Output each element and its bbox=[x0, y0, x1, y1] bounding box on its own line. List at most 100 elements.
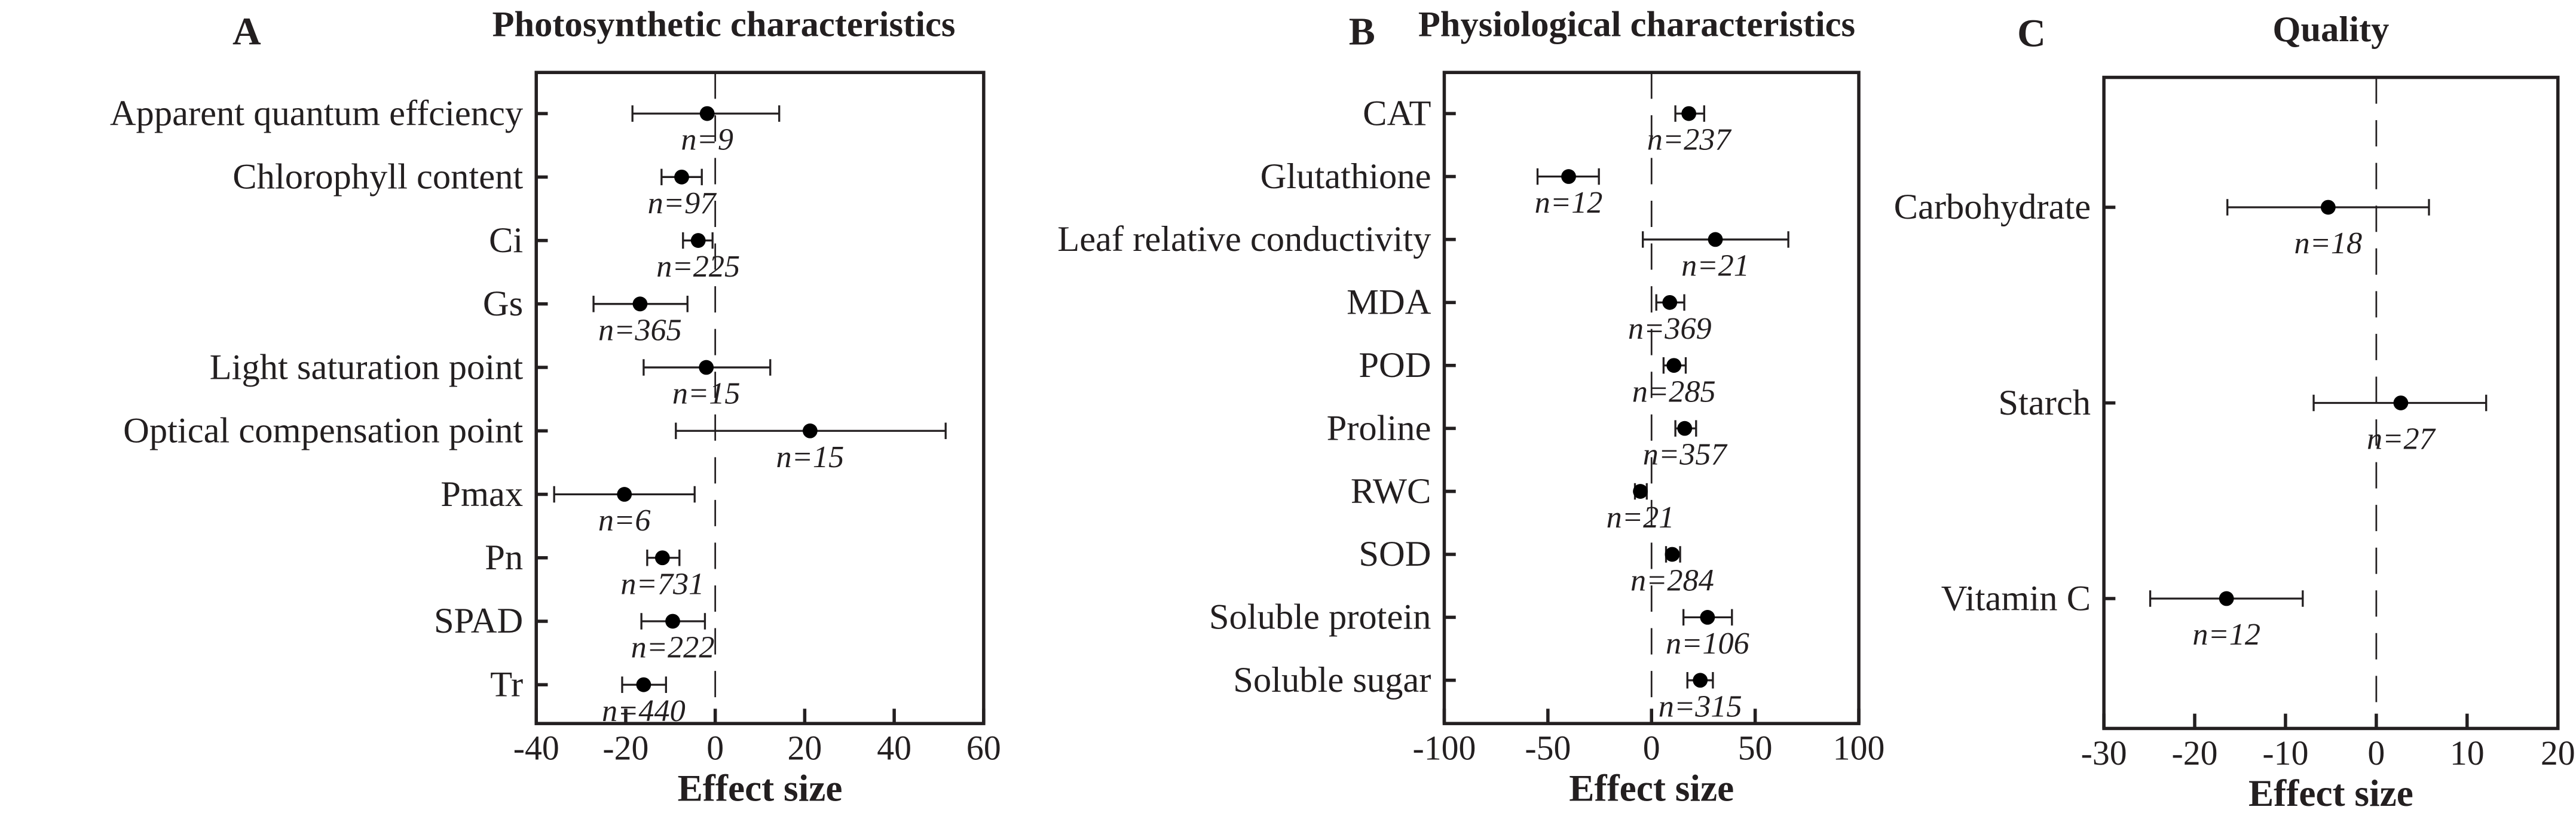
forest-row: Vitamin C n=12 bbox=[1941, 578, 2304, 652]
panel-A: A Photosynthetic characteristics -40 -20 0 20… bbox=[110, 5, 1001, 809]
effect-point bbox=[1662, 295, 1678, 310]
category-label: Vitamin C bbox=[1941, 578, 2091, 618]
sample-size-label: n=21 bbox=[1681, 248, 1749, 283]
x-axis-label: Effect size bbox=[1569, 768, 1734, 809]
forest-row: Tr n=440 bbox=[490, 664, 686, 728]
panel-letter: B bbox=[1349, 10, 1375, 54]
x-tick-label: 20 bbox=[2541, 734, 2575, 772]
panel-title: Photosynthetic characteristics bbox=[492, 5, 956, 45]
sample-size-label: n=222 bbox=[631, 630, 715, 665]
sample-size-label: n=357 bbox=[1643, 437, 1728, 472]
sample-size-label: n=365 bbox=[598, 312, 682, 347]
sample-size-label: n=440 bbox=[602, 694, 686, 728]
effect-point bbox=[1561, 169, 1576, 184]
panel-letter: C bbox=[2017, 11, 2046, 55]
forest-row: RWC n=21 bbox=[1351, 471, 1674, 535]
effect-point bbox=[617, 487, 632, 502]
category-label: Starch bbox=[1998, 383, 2091, 423]
forest-row: Proline n=357 bbox=[1327, 408, 1728, 471]
effect-point bbox=[802, 423, 818, 438]
effect-point bbox=[2393, 395, 2409, 410]
effect-point bbox=[1666, 358, 1682, 373]
effect-point bbox=[1693, 673, 1708, 688]
category-label: SPAD bbox=[434, 601, 523, 641]
sample-size-label: n=285 bbox=[1632, 374, 1716, 409]
effect-point bbox=[632, 296, 648, 312]
category-label: Chlorophyll content bbox=[232, 157, 523, 197]
sample-size-label: n=6 bbox=[598, 503, 651, 538]
x-tick-label: -10 bbox=[2262, 734, 2308, 772]
panel-title: Physiological characteristics bbox=[1418, 5, 1855, 45]
sample-size-label: n=12 bbox=[2192, 617, 2260, 652]
effect-point bbox=[1633, 484, 1648, 499]
plot-frame bbox=[534, 70, 986, 725]
sample-size-label: n=284 bbox=[1630, 563, 1714, 598]
effect-point bbox=[2320, 200, 2336, 215]
sample-size-label: n=9 bbox=[681, 122, 733, 157]
forest-row: Optical compensation point n=15 bbox=[123, 411, 947, 474]
effect-point bbox=[2219, 591, 2234, 606]
sample-size-label: n=15 bbox=[776, 440, 845, 474]
effect-point bbox=[699, 106, 715, 121]
effect-point bbox=[636, 677, 651, 692]
x-tick-label: 60 bbox=[966, 729, 1001, 768]
x-tick-label: 100 bbox=[1833, 729, 1885, 768]
x-axis-label: Effect size bbox=[2248, 772, 2413, 814]
panel-B: B Physiological characteristics -100 -50 0 50… bbox=[1057, 5, 1884, 809]
sample-size-label: n=97 bbox=[648, 186, 717, 220]
effect-point bbox=[690, 233, 706, 248]
panel-letter: A bbox=[232, 10, 261, 54]
effect-point bbox=[1677, 421, 1693, 436]
x-tick-label: 50 bbox=[1738, 729, 1773, 768]
category-label: Tr bbox=[490, 664, 523, 704]
x-tick-label: -40 bbox=[513, 729, 559, 768]
category-label: Apparent quantum effciency bbox=[110, 93, 524, 133]
category-label: Pn bbox=[485, 538, 523, 578]
category-label: MDA bbox=[1347, 283, 1431, 323]
sample-size-label: n=106 bbox=[1666, 626, 1749, 661]
forest-row: Soluble protein n=106 bbox=[1209, 597, 1749, 661]
x-tick-label: 0 bbox=[706, 729, 724, 768]
forest-row: Ci n=225 bbox=[489, 220, 740, 284]
effect-point bbox=[1708, 232, 1723, 247]
sample-size-label: n=27 bbox=[2367, 422, 2436, 456]
sample-size-label: n=15 bbox=[672, 376, 741, 411]
category-label: Pmax bbox=[440, 474, 523, 514]
x-tick-label: 40 bbox=[877, 729, 911, 768]
x-tick-label: 0 bbox=[2367, 734, 2385, 772]
forest-row: CAT n=237 bbox=[1363, 93, 1731, 157]
effect-point bbox=[1700, 609, 1715, 625]
forest-row: SPAD n=222 bbox=[434, 601, 714, 664]
x-axis-label: Effect size bbox=[678, 768, 843, 809]
category-label: Gs bbox=[483, 284, 523, 324]
sample-size-label: n=369 bbox=[1628, 311, 1712, 346]
category-label: Carbohydrate bbox=[1894, 187, 2091, 227]
category-label: Optical compensation point bbox=[123, 411, 523, 451]
effect-point bbox=[674, 169, 689, 185]
forest-row: Leaf relative conductivity n=21 bbox=[1057, 219, 1789, 283]
x-tick-label: -30 bbox=[2081, 734, 2127, 772]
sample-size-label: n=731 bbox=[620, 566, 704, 601]
x-tick-label: -20 bbox=[602, 729, 648, 768]
effect-point bbox=[699, 360, 714, 375]
forest-row: Gs n=365 bbox=[483, 284, 689, 347]
forest-row: SOD n=284 bbox=[1359, 534, 1714, 597]
category-label: Glutathione bbox=[1261, 157, 1431, 197]
x-tick-label: 20 bbox=[788, 729, 822, 768]
category-label: Proline bbox=[1327, 408, 1431, 448]
x-tick-label: 0 bbox=[1643, 729, 1660, 768]
effect-point bbox=[1681, 106, 1697, 121]
sample-size-label: n=237 bbox=[1647, 122, 1732, 157]
forest-row: MDA n=369 bbox=[1347, 283, 1711, 346]
category-label: Light saturation point bbox=[210, 347, 524, 387]
sample-size-label: n=315 bbox=[1659, 689, 1742, 723]
sample-size-label: n=225 bbox=[656, 249, 740, 284]
category-label: Leaf relative conductivity bbox=[1057, 219, 1431, 259]
sample-size-label: n=18 bbox=[2294, 226, 2363, 260]
effect-point bbox=[1665, 547, 1680, 562]
category-label: Soluble sugar bbox=[1233, 660, 1431, 700]
panel-C: C Quality -30 -20 -10 0 10 20 Effect size Carbohy… bbox=[1894, 10, 2575, 814]
effect-point bbox=[665, 614, 680, 629]
forest-row: POD n=285 bbox=[1359, 345, 1715, 409]
